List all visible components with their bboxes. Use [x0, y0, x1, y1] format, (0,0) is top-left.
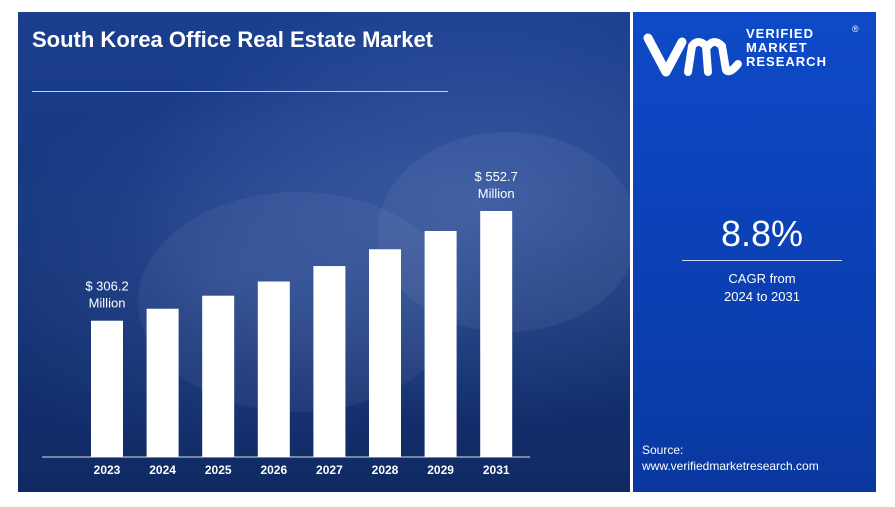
data-label-unit: Million [89, 296, 126, 311]
background-decoration [138, 192, 458, 412]
x-tick-label: 2029 [427, 463, 454, 477]
chart-title: South Korea Office Real Estate Market [32, 27, 434, 52]
bar [480, 211, 513, 457]
x-tick-label: 2027 [316, 463, 343, 477]
logo-line-verified: VERIFIED [746, 26, 814, 41]
x-tick-label: 2025 [205, 463, 232, 477]
x-tick-label: 2023 [94, 463, 121, 477]
vmr-logo-icon [643, 33, 742, 77]
logo-line-research: RESEARCH [746, 54, 827, 69]
source-label: Source: [642, 443, 684, 457]
x-tick-label: 2031 [483, 463, 510, 477]
source-note: Source: www.verifiedmarketresearch.com [642, 442, 819, 474]
cagr-label-line2: 2024 to 2031 [724, 289, 800, 304]
cagr-label-line1: CAGR from [728, 271, 796, 286]
cagr-label: CAGR from 2024 to 2031 [672, 270, 852, 306]
info-panel [633, 12, 876, 492]
registered-mark: ® [852, 24, 859, 34]
title-underline [32, 91, 448, 92]
x-tick-label: 2026 [260, 463, 287, 477]
data-label-unit: Million [478, 186, 515, 201]
cagr-value: 8.8% [720, 213, 804, 254]
logo-wordmark: VERIFIED MARKET RESEARCH [746, 27, 827, 69]
bar [424, 230, 457, 457]
bar [91, 320, 123, 457]
data-label: $ 552.7 [475, 169, 518, 184]
data-label: $ 306.2 [85, 279, 128, 294]
x-tick-label: 2024 [149, 463, 176, 477]
bar [146, 308, 179, 457]
bar [313, 266, 346, 457]
source-url: www.verifiedmarketresearch.com [642, 459, 819, 473]
cagr-divider [682, 260, 842, 261]
bar [369, 249, 401, 457]
x-tick-label: 2028 [372, 463, 399, 477]
bar [202, 295, 235, 457]
bar [257, 281, 290, 457]
logo-line-market: MARKET [746, 40, 808, 55]
